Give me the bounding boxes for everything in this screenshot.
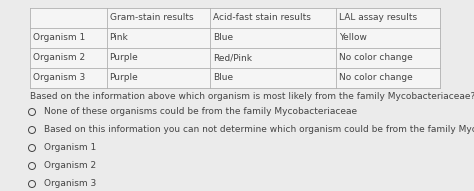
Text: Purple: Purple xyxy=(109,53,138,62)
Text: Organism 2: Organism 2 xyxy=(44,162,96,171)
Text: Red/Pink: Red/Pink xyxy=(213,53,252,62)
Text: Purple: Purple xyxy=(109,74,138,83)
Text: Gram-stain results: Gram-stain results xyxy=(109,14,193,23)
Text: No color change: No color change xyxy=(339,53,413,62)
Text: Organism 1: Organism 1 xyxy=(44,143,96,152)
Text: None of these organisms could be from the family Mycobacteriaceae: None of these organisms could be from th… xyxy=(44,108,357,117)
Text: Based on this information you can not determine which organism could be from the: Based on this information you can not de… xyxy=(44,125,474,134)
Text: No color change: No color change xyxy=(339,74,413,83)
Text: LAL assay results: LAL assay results xyxy=(339,14,418,23)
Text: Blue: Blue xyxy=(213,74,233,83)
Text: Based on the information above which organism is most likely from the family Myc: Based on the information above which org… xyxy=(30,92,474,101)
Text: Organism 2: Organism 2 xyxy=(33,53,85,62)
Text: Organism 3: Organism 3 xyxy=(33,74,85,83)
Text: Blue: Blue xyxy=(213,33,233,43)
Text: Organism 1: Organism 1 xyxy=(33,33,85,43)
Text: Organism 3: Organism 3 xyxy=(44,180,96,189)
Bar xyxy=(30,8,440,88)
Text: Acid-fast stain results: Acid-fast stain results xyxy=(213,14,311,23)
Text: Pink: Pink xyxy=(109,33,128,43)
Text: Yellow: Yellow xyxy=(339,33,367,43)
